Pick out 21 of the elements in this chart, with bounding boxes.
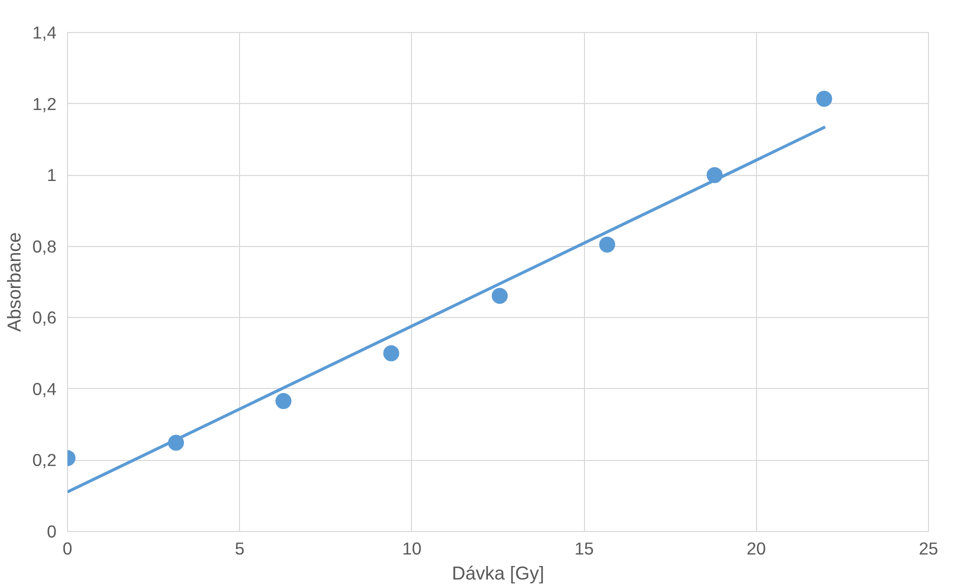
y-tick-label: 0,6 — [32, 308, 57, 328]
point — [275, 393, 292, 410]
x-tick-label: 5 — [234, 538, 245, 558]
x-axis-title: Dávka [Gy] — [452, 562, 544, 584]
point — [599, 236, 616, 253]
y-tick-label: 0 — [46, 522, 57, 542]
y-tick-label: 0,2 — [32, 450, 57, 470]
x-tick-label: 20 — [746, 538, 766, 558]
y-tick-label: 1 — [46, 165, 57, 186]
x-tick-label: 15 — [574, 538, 594, 558]
x-tick-label: 10 — [402, 538, 422, 558]
point — [816, 90, 832, 107]
y-tick-label: 0,8 — [32, 236, 57, 256]
y-tick-label: 1,2 — [32, 94, 57, 114]
x-tick-label: 25 — [918, 538, 938, 558]
y-tick-label: 0,4 — [32, 378, 57, 399]
y-tick-label: 1,4 — [32, 22, 57, 42]
x-tick-label: 0 — [62, 538, 72, 558]
point — [492, 288, 508, 304]
y-axis-title: Absorbance — [3, 232, 24, 332]
point — [383, 345, 400, 362]
